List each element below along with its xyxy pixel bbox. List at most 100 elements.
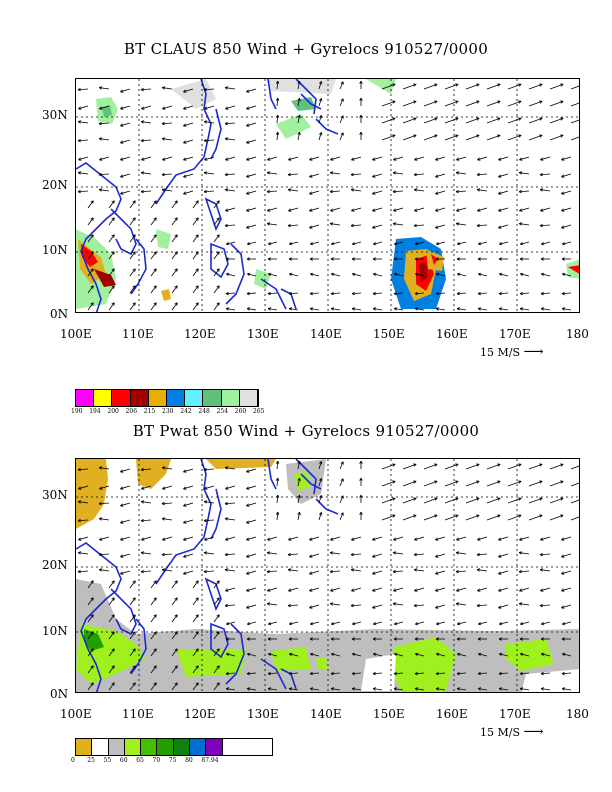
wind-vector bbox=[213, 597, 220, 606]
wind-vector-head bbox=[246, 225, 250, 229]
wind-vector-head bbox=[539, 552, 543, 557]
wind-vector-head bbox=[455, 189, 459, 194]
wind-vector-head bbox=[77, 171, 82, 175]
wind-vector-head bbox=[434, 497, 438, 501]
wind-vector bbox=[204, 536, 215, 541]
wind-vector bbox=[225, 485, 236, 490]
wind-vector bbox=[183, 122, 194, 127]
wind-vector-head bbox=[372, 554, 376, 558]
wind-vector-head bbox=[268, 652, 272, 657]
wind-vector-head bbox=[476, 223, 480, 228]
wind-vector-head bbox=[392, 463, 396, 467]
wind-vector bbox=[204, 156, 215, 161]
wind-vector-head bbox=[498, 307, 503, 311]
wind-vector bbox=[225, 189, 236, 192]
wind-vector bbox=[444, 83, 459, 90]
lon-label-120e-p2: 120E bbox=[184, 707, 216, 721]
wind-vector bbox=[225, 587, 236, 592]
wind-vector bbox=[498, 587, 509, 592]
wind-vector-head bbox=[560, 497, 564, 501]
wind-vector-head bbox=[518, 117, 522, 121]
wind-vector bbox=[288, 207, 299, 212]
wind-vector bbox=[288, 569, 299, 572]
wind-vector bbox=[150, 648, 157, 657]
wind-vector bbox=[477, 569, 488, 572]
wind-vector bbox=[499, 273, 509, 277]
wind-vector-head bbox=[456, 157, 460, 161]
wind-vector-head bbox=[183, 157, 187, 161]
wind-vector-head bbox=[297, 494, 301, 499]
wind-vector bbox=[549, 83, 564, 90]
lon-label-180-p2: 180 bbox=[566, 707, 589, 721]
colorbar-swatch bbox=[221, 390, 240, 406]
wind-vector-head bbox=[329, 569, 333, 574]
wind-vector bbox=[457, 688, 467, 691]
wind-vector-head bbox=[246, 671, 250, 676]
wind-vector-head bbox=[77, 120, 82, 124]
wind-vector-head bbox=[120, 554, 124, 558]
wind-vector bbox=[330, 672, 341, 675]
wind-vector bbox=[561, 536, 572, 541]
wind-vector-head bbox=[287, 188, 292, 192]
wind-vector bbox=[486, 514, 501, 521]
wind-vector bbox=[394, 688, 404, 691]
colorbar-swatch bbox=[141, 739, 158, 755]
wind-vector bbox=[381, 100, 396, 107]
wind-vector-head bbox=[414, 208, 418, 212]
coastline bbox=[76, 162, 122, 312]
wind-vector bbox=[561, 207, 572, 212]
wind-vector bbox=[372, 292, 383, 295]
wind-vector bbox=[162, 105, 173, 110]
wind-vector bbox=[414, 587, 425, 592]
wind-vector-head bbox=[246, 486, 250, 490]
wind-vector-head bbox=[476, 480, 480, 484]
wind-vector-head bbox=[141, 537, 145, 541]
wind-vector bbox=[435, 536, 446, 541]
wind-vector bbox=[276, 115, 279, 124]
wind-vector bbox=[289, 241, 299, 245]
wind-vector bbox=[518, 570, 530, 573]
wind-vector bbox=[435, 587, 446, 592]
wind-vector-head bbox=[268, 621, 272, 626]
wind-vector-head bbox=[540, 671, 544, 676]
wind-vector bbox=[171, 251, 178, 260]
wind-vector-head bbox=[174, 302, 178, 306]
wind-vector bbox=[540, 292, 551, 295]
wind-vector bbox=[519, 292, 530, 295]
wind-vector-head bbox=[331, 621, 335, 626]
wind-vector-head bbox=[140, 518, 144, 523]
wind-vector bbox=[318, 115, 322, 124]
wind-vector bbox=[192, 648, 199, 657]
wind-vector-head bbox=[413, 568, 418, 572]
wind-vector bbox=[339, 461, 344, 470]
wind-vector-head bbox=[203, 467, 207, 472]
wind-vector-head bbox=[246, 469, 250, 473]
wind-vector-head bbox=[518, 189, 522, 194]
wind-vector-head bbox=[352, 621, 356, 626]
wind-vector bbox=[486, 83, 501, 90]
wind-vector bbox=[457, 653, 467, 657]
wind-vector-head bbox=[90, 597, 94, 601]
wind-vector-head bbox=[373, 272, 377, 277]
wind-vector-head bbox=[393, 588, 397, 592]
wind-vector-head bbox=[275, 80, 280, 84]
wind-vector bbox=[549, 100, 564, 107]
wind-vector-head bbox=[561, 291, 565, 296]
vector-reference-label-p2: 15 M/S ⟶ bbox=[480, 724, 544, 740]
wind-vector-head bbox=[560, 83, 564, 87]
wind-vector-head bbox=[519, 588, 523, 592]
wind-vector-head bbox=[153, 580, 157, 584]
wind-vector bbox=[192, 631, 199, 640]
wind-vector-head bbox=[174, 682, 178, 686]
wind-vector-head bbox=[224, 466, 229, 470]
wind-vector-head bbox=[216, 268, 220, 272]
wind-vector-head bbox=[351, 208, 355, 212]
coastline bbox=[210, 242, 229, 279]
wind-vector bbox=[87, 234, 94, 243]
wind-vector-head bbox=[203, 569, 207, 574]
wind-vector bbox=[213, 648, 220, 657]
wind-vector bbox=[129, 597, 136, 606]
wind-vector bbox=[87, 597, 94, 606]
wind-vector-head bbox=[266, 551, 271, 555]
wind-vector bbox=[570, 119, 579, 124]
